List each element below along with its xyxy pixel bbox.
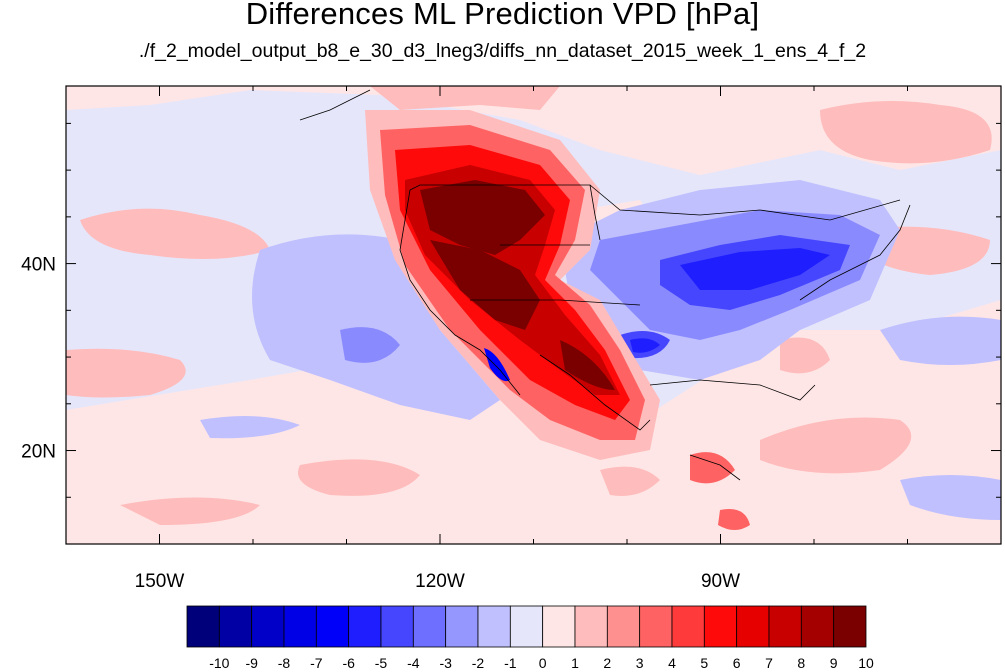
colorbar-label: -10 (209, 655, 229, 671)
colorbar-label: -2 (472, 655, 485, 671)
colorbar-label: 8 (797, 655, 805, 671)
colorbar-labels: -10 -9 -8 -7 -6 -5 -4 -3 -2 -1 0 1 2 3 4 5 6 7 8 9 10 (209, 655, 874, 671)
x-tick-label: 120W (415, 571, 465, 592)
colorbar-label: -7 (310, 655, 323, 671)
colorbar-label: -3 (439, 655, 452, 671)
colorbar-swatch (542, 605, 576, 648)
colorbar-swatch (800, 605, 835, 648)
colorbar-label: -6 (342, 655, 355, 671)
colorbar-swatch (348, 605, 382, 648)
colorbar-swatch (639, 605, 673, 648)
axis-ticks (65, 86, 1002, 545)
colorbar (186, 605, 867, 648)
colorbar-swatch (380, 605, 414, 648)
colorbar-swatch (606, 605, 641, 648)
x-tick-label: 150W (135, 571, 185, 592)
colorbar-label: 10 (858, 655, 874, 671)
colorbar-label: -8 (278, 655, 291, 671)
vpd-difference-field (66, 86, 1001, 544)
colorbar-label: 6 (733, 655, 741, 671)
map-title: Differences ML Prediction VPD [hPa] (245, 0, 760, 31)
colorbar-label: 9 (830, 655, 838, 671)
colorbar-swatch (509, 605, 544, 648)
colorbar-label: 3 (636, 655, 644, 671)
colorbar-swatch (445, 605, 479, 648)
colorbar-swatch (251, 605, 285, 648)
colorbar-label: 4 (668, 655, 676, 671)
colorbar-label: 0 (539, 655, 547, 671)
colorbar-label: -4 (407, 655, 420, 671)
colorbar-swatch (768, 605, 802, 648)
colorbar-swatch (671, 605, 705, 648)
coastline (299, 89, 911, 481)
colorbar-swatch (186, 605, 220, 648)
y-tick-label: 20N (21, 442, 56, 463)
colorbar-label: 1 (571, 655, 579, 671)
map-subtitle: ./f_2_model_output_b8_e_30_d3_lneg3/diff… (138, 40, 867, 62)
colorbar-swatch (412, 605, 447, 648)
colorbar-label: -9 (245, 655, 258, 671)
colorbar-swatch (315, 605, 350, 648)
colorbar-swatch (703, 605, 738, 648)
colorbar-swatch (736, 605, 770, 648)
colorbar-swatch (477, 605, 511, 648)
colorbar-label: -5 (375, 655, 388, 671)
colorbar-label: 5 (700, 655, 708, 671)
colorbar-label: 7 (765, 655, 773, 671)
colorbar-swatch (218, 605, 253, 648)
colorbar-label: 2 (603, 655, 611, 671)
y-tick-labels: 40N 20N (21, 255, 56, 463)
y-tick-label: 40N (21, 255, 56, 276)
colorbar-swatch (283, 605, 317, 648)
colorbar-swatch (833, 605, 867, 648)
x-tick-label: 90W (701, 571, 740, 592)
colorbar-label: -1 (504, 655, 517, 671)
x-tick-labels: 150W 120W 90W (135, 571, 740, 592)
colorbar-swatch (574, 605, 608, 648)
